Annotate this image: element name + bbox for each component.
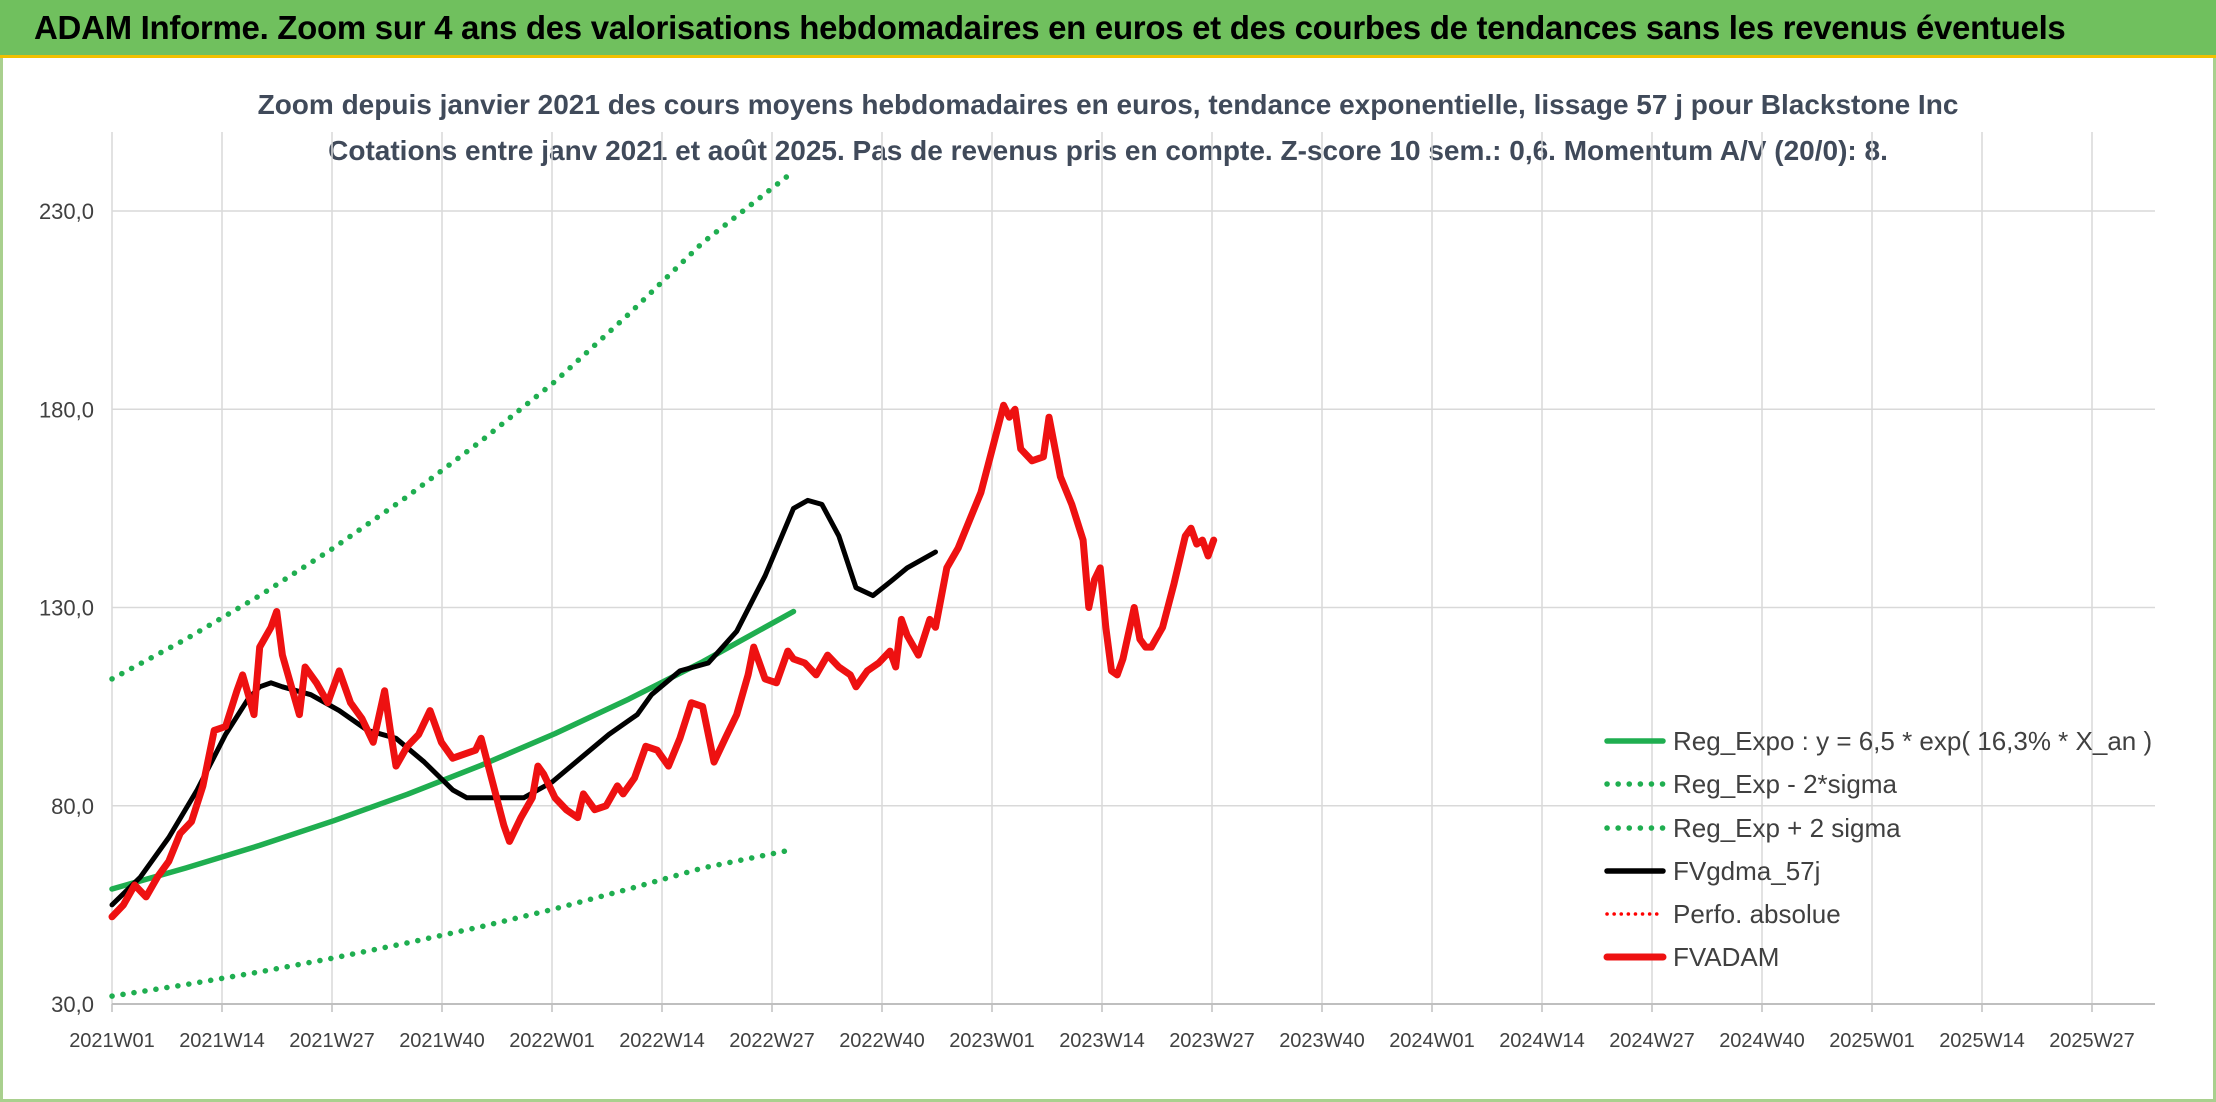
legend-label-2: Reg_Exp + 2 sigma (1673, 813, 1901, 843)
report-banner: ADAM Informe. Zoom sur 4 ans des valoris… (0, 0, 2216, 58)
y-tick-label: 230,0 (39, 199, 94, 224)
legend-label-1: Reg_Exp - 2*sigma (1673, 769, 1898, 799)
x-tick-label: 2025W14 (1939, 1030, 2025, 1052)
x-tick-label: 2025W27 (2049, 1030, 2135, 1052)
x-tick-label: 2022W14 (619, 1030, 705, 1052)
legend-label-0: Reg_Expo : y = 6,5 * exp( 16,3% * X_an ) (1673, 726, 2152, 756)
chart-legend: Reg_Expo : y = 6,5 * exp( 16,3% * X_an )… (1603, 726, 2152, 972)
series-line-2 (109, 168, 797, 682)
x-tick-label: 2022W27 (729, 1030, 815, 1052)
chart-grid (111, 132, 2155, 1005)
x-tick-label: 2024W01 (1389, 1030, 1475, 1052)
chart-series (108, 168, 1218, 999)
series-line-5 (108, 401, 1218, 921)
x-tick-label: 2023W40 (1279, 1030, 1365, 1052)
chart-title: Zoom depuis janvier 2021 des cours moyen… (257, 89, 1959, 120)
x-tick-label: 2025W01 (1829, 1030, 1915, 1052)
x-tick-label: 2021W01 (69, 1030, 155, 1052)
x-tick-label: 2021W14 (179, 1030, 265, 1052)
x-tick-label: 2021W40 (399, 1030, 485, 1052)
y-tick-label: 30,0 (51, 992, 94, 1017)
x-tick-label: 2023W27 (1169, 1030, 1255, 1052)
x-tick-label: 2024W40 (1719, 1030, 1805, 1052)
chart-axes: 30,0 80,0 130,0 180,0 230,0 2021W01 2021W14 202… (39, 199, 2155, 1052)
series-line-1 (109, 846, 797, 999)
x-tick-label: 2022W40 (839, 1030, 925, 1052)
y-tick-label: 130,0 (39, 596, 94, 621)
x-tick-label: 2023W01 (949, 1030, 1035, 1052)
legend-label-4: Perfo. absolue (1673, 899, 1841, 929)
legend-label-5: FVADAM (1673, 942, 1779, 972)
x-tick-label: 2021W27 (289, 1030, 375, 1052)
y-tick-label: 180,0 (39, 397, 94, 422)
x-tick-label: 2022W01 (509, 1030, 595, 1052)
x-tick-label: 2024W14 (1499, 1030, 1585, 1052)
chart-subtitle: Cotations entre janv 2021 et août 2025. … (328, 135, 1888, 166)
series-line-0 (109, 608, 797, 892)
y-tick-label: 80,0 (51, 794, 94, 819)
x-tick-label: 2023W14 (1059, 1030, 1145, 1052)
x-tick-label: 2024W27 (1609, 1030, 1695, 1052)
report-title: ADAM Informe. Zoom sur 4 ans des valoris… (34, 9, 2066, 46)
legend-label-3: FVgdma_57j (1673, 856, 1820, 886)
